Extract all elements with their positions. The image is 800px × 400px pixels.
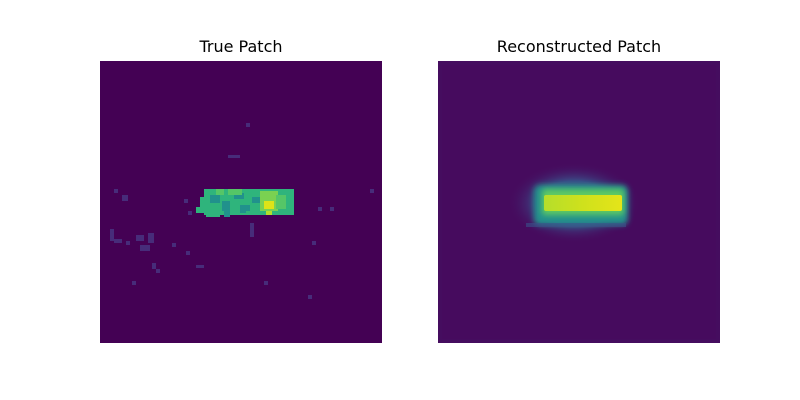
reconstructed-patch-image xyxy=(438,61,720,343)
true-patch-object xyxy=(196,189,294,217)
reconstructed-patch-title: Reconstructed Patch xyxy=(496,37,662,56)
true-patch-title: True Patch xyxy=(199,37,283,56)
reconstructed-hot xyxy=(544,195,622,211)
true-patch-noise xyxy=(110,123,374,299)
true-patch-image xyxy=(100,61,382,343)
